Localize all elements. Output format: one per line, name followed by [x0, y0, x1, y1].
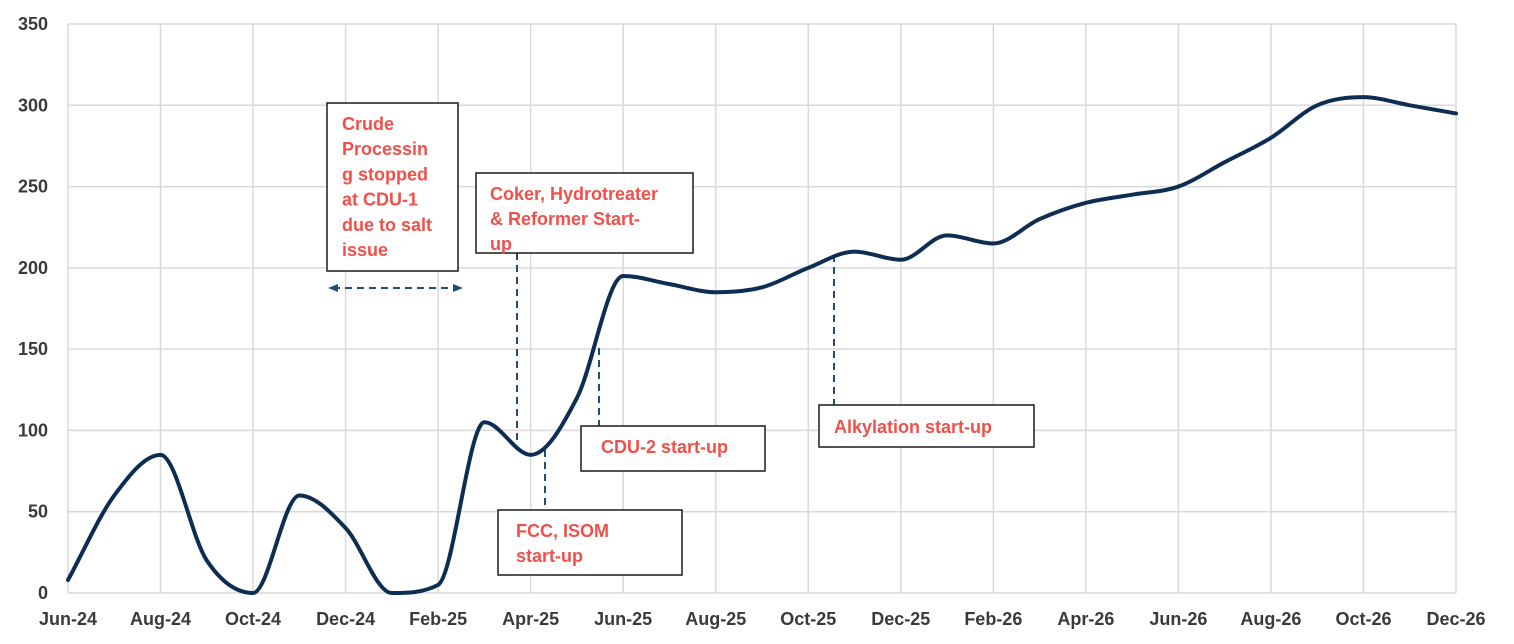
x-tick-label: Apr-26 [1057, 609, 1114, 629]
crude-annotation-text: issue [342, 240, 388, 260]
x-tick-label: Aug-25 [685, 609, 746, 629]
data-point [390, 591, 394, 595]
coker-annotation-text: Coker, Hydrotreater [490, 184, 658, 204]
y-tick-label: 50 [28, 502, 48, 522]
y-tick-label: 0 [38, 583, 48, 603]
x-tick-label: Dec-25 [871, 609, 930, 629]
crude-annotation-text: at CDU-1 [342, 190, 418, 210]
data-point [667, 282, 671, 286]
y-tick-label: 300 [18, 95, 48, 115]
data-point [991, 241, 995, 245]
gridlines [67, 23, 1457, 594]
coker-annotation-box [475, 172, 694, 254]
x-tick-label: Jun-25 [594, 609, 652, 629]
crude-annotation-text: due to salt [342, 215, 432, 235]
data-point [1315, 103, 1319, 107]
x-tick-label: Aug-24 [130, 609, 191, 629]
series-line [66, 95, 1458, 595]
data-point [1454, 111, 1458, 115]
data-point [159, 453, 163, 457]
data-point [529, 453, 533, 457]
x-tick-label: Feb-25 [409, 609, 467, 629]
data-point [297, 493, 301, 497]
data-point [1176, 185, 1180, 189]
data-point [112, 493, 116, 497]
data-point [1223, 160, 1227, 164]
data-point [760, 285, 764, 289]
x-tick-label: Feb-26 [964, 609, 1022, 629]
data-point [575, 396, 579, 400]
data-point [1269, 136, 1273, 140]
alky-annotation-box [818, 404, 1035, 448]
data-point [899, 258, 903, 262]
x-tick-label: Dec-26 [1426, 609, 1485, 629]
alky-annotation-text: Alkylation start-up [834, 417, 992, 437]
data-point [251, 591, 255, 595]
x-tick-label: Aug-26 [1240, 609, 1301, 629]
cdu2-annotation-text: CDU-2 start-up [601, 437, 728, 457]
annotations: Crude Processin g stopped at CDU-1 due to sa… [326, 102, 1035, 576]
x-tick-label: Jun-24 [39, 609, 97, 629]
data-point [621, 274, 625, 278]
x-tick-label: Jun-26 [1149, 609, 1207, 629]
y-tick-label: 100 [18, 420, 48, 440]
crude-annotation-text: Processin [342, 139, 428, 159]
data-point [1408, 103, 1412, 107]
data-point [66, 578, 70, 582]
crude-annotation-text: Crude [342, 114, 394, 134]
x-axis: Jun-24 Aug-24 Oct-24 Dec-24 Feb-25 Apr-25 Jun-… [39, 609, 1486, 629]
data-point [806, 266, 810, 270]
coker-annotation-text: up [490, 234, 512, 254]
coker-annotation-text: & Reformer Start- [490, 209, 640, 229]
data-point [1130, 193, 1134, 197]
x-tick-label: Oct-24 [225, 609, 281, 629]
y-tick-label: 150 [18, 339, 48, 359]
crude-annotation-text: g stopped [342, 164, 428, 184]
data-point [1038, 217, 1042, 221]
cdu2-annotation-box [580, 425, 766, 472]
y-tick-label: 350 [18, 14, 48, 34]
y-axis: 0 50 100 150 200 250 300 350 [18, 14, 48, 603]
data-point [1361, 95, 1365, 99]
data-point [482, 420, 486, 424]
data-point [945, 233, 949, 237]
fcc-annotation-box [497, 509, 683, 576]
data-point [853, 250, 857, 254]
series [66, 95, 1458, 595]
data-point [714, 290, 718, 294]
crude-annotation-box [326, 102, 459, 272]
fcc-annotation-text: start-up [516, 546, 583, 566]
data-point [1084, 201, 1088, 205]
x-tick-label: Oct-25 [780, 609, 836, 629]
fcc-annotation-text: FCC, ISOM [516, 521, 609, 541]
x-tick-label: Oct-26 [1335, 609, 1391, 629]
data-point [436, 583, 440, 587]
y-tick-label: 200 [18, 258, 48, 278]
data-point [344, 526, 348, 530]
x-tick-label: Apr-25 [502, 609, 559, 629]
y-tick-label: 250 [18, 177, 48, 197]
data-point [205, 558, 209, 562]
x-tick-label: Dec-24 [316, 609, 375, 629]
